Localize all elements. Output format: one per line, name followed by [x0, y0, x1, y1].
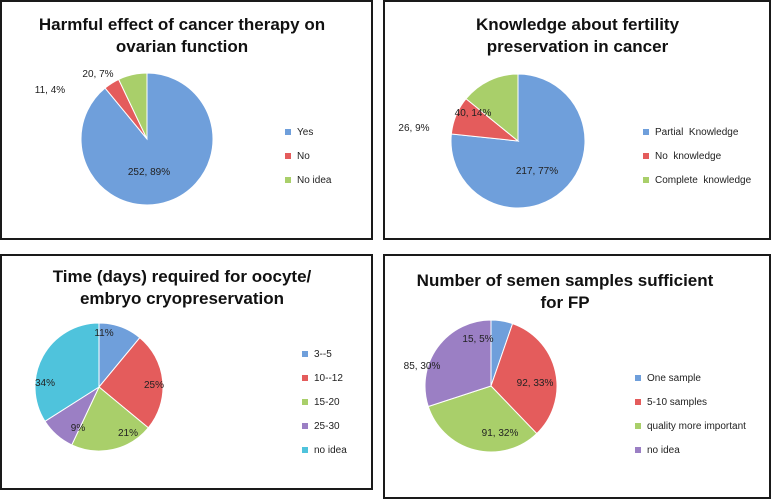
- chart-title: Time (days) required for oocyte/ embryo …: [12, 266, 352, 310]
- chart-legend: 3--5 10--12 15-20 25-30 no idea: [302, 342, 347, 462]
- data-label-no: 11, 4%: [35, 85, 65, 96]
- pie-slice-no-idea: [34, 322, 100, 422]
- legend-item-no-idea: no idea: [302, 438, 347, 462]
- legend-item-complete-knowledge: Complete knowledge: [643, 168, 751, 192]
- chart-title-line-1: Knowledge about fertility: [475, 15, 680, 34]
- legend-swatch: [635, 423, 641, 429]
- legend-label: 10--12: [314, 372, 343, 384]
- chart-legend: Partial Knowledge No knowledge Complete kn…: [643, 120, 751, 192]
- pie-slice-complete-knowledge: [465, 73, 519, 143]
- chart-title-line-2: preservation in cancer: [486, 37, 669, 56]
- data-label-partial-knowledge: 217, 77%: [516, 166, 558, 177]
- data-label-yes: 252, 89%: [128, 167, 170, 178]
- legend-item-no: No: [285, 144, 331, 168]
- legend-label: Partial Knowledge: [655, 126, 739, 138]
- pie-slice-quality-more-important: [427, 385, 538, 453]
- legend-swatch: [285, 129, 291, 135]
- legend-item-no-knowledge: No knowledge: [643, 144, 751, 168]
- pie-slice-no-idea: [424, 319, 492, 408]
- pie-chart: 252, 89% 11, 4% 20, 7%: [35, 69, 214, 206]
- legend-item-quality-more-important: quality more important: [635, 414, 746, 438]
- legend-label: no idea: [314, 444, 347, 456]
- legend-swatch: [643, 177, 649, 183]
- legend-item-no-idea: No idea: [285, 168, 331, 192]
- pie-chart: 217, 77% 26, 9% 40, 14%: [398, 73, 586, 209]
- legend-label: 15-20: [314, 396, 340, 408]
- chart-title-line-2: embryo cryopreservation: [79, 289, 285, 308]
- legend-item-3-5: 3--5: [302, 342, 347, 366]
- legend-item-yes: Yes: [285, 120, 331, 144]
- legend-swatch: [302, 423, 308, 429]
- chart-title-line-1: Harmful effect of cancer therapy on: [38, 15, 326, 34]
- legend-item-no-idea: no idea: [635, 438, 746, 462]
- legend-label: 25-30: [314, 420, 340, 432]
- legend-label: No idea: [297, 174, 332, 186]
- chart-title-line-1: Time (days) required for oocyte/: [52, 267, 312, 286]
- chart-panel-cryopreservation-time: Time (days) required for oocyte/ embryo …: [0, 254, 373, 490]
- pie-slice-10-12: [98, 336, 164, 429]
- legend-item-5-10-samples: 5-10 samples: [635, 390, 746, 414]
- legend-swatch: [285, 153, 291, 159]
- legend-label: 3--5: [314, 348, 332, 360]
- chart-legend: Yes No No idea: [285, 120, 331, 192]
- legend-swatch: [635, 447, 641, 453]
- legend-swatch: [302, 375, 308, 381]
- legend-swatch: [635, 399, 641, 405]
- chart-title-line-2: for FP: [540, 293, 590, 312]
- pie-slice-no-idea: [117, 72, 148, 140]
- legend-swatch: [285, 177, 291, 183]
- chart-panel-semen-samples: Number of semen samples sufficient for F…: [383, 254, 771, 499]
- legend-label: Yes: [297, 126, 314, 138]
- data-label-25-30: 9%: [71, 423, 86, 434]
- chart-panel-fertility-knowledge: Knowledge about fertility preservation i…: [383, 0, 771, 240]
- legend-label: 5-10 samples: [647, 396, 708, 408]
- data-label-no-knowledge: 26, 9%: [398, 123, 429, 134]
- chart-title: Harmful effect of cancer therapy on ovar…: [12, 14, 352, 58]
- data-label-10-12: 25%: [144, 380, 164, 391]
- legend-item-partial-knowledge: Partial Knowledge: [643, 120, 751, 144]
- chart-title: Number of semen samples sufficient for F…: [395, 270, 735, 314]
- legend-swatch: [302, 447, 308, 453]
- pie-slice-5-10-samples: [490, 322, 558, 435]
- legend-swatch: [635, 375, 641, 381]
- legend-item-one-sample: One sample: [635, 366, 746, 390]
- legend-label: One sample: [647, 372, 701, 384]
- pie-chart: 11% 25% 21% 9% 34%: [34, 322, 164, 452]
- data-label-3-5: 11%: [94, 328, 113, 339]
- chart-legend: One sample 5-10 samples quality more impor…: [635, 366, 746, 462]
- legend-swatch: [643, 129, 649, 135]
- data-label-one-sample: 15, 5%: [462, 334, 493, 345]
- pie-slice-partial-knowledge: [450, 73, 586, 209]
- legend-swatch: [302, 351, 308, 357]
- legend-swatch: [643, 153, 649, 159]
- pie-slice-15-20: [71, 386, 150, 452]
- data-label-complete-knowledge: 40, 14%: [455, 108, 492, 119]
- legend-swatch: [302, 399, 308, 405]
- pie-chart: 15, 5% 92, 33% 91, 32% 85, 30%: [404, 319, 558, 453]
- legend-item-25-30: 25-30: [302, 414, 347, 438]
- data-label-15-20: 21%: [118, 428, 138, 439]
- data-label-no-idea: 34%: [35, 378, 55, 389]
- legend-label: No: [297, 150, 310, 162]
- chart-title-line-2: ovarian function: [115, 37, 249, 56]
- chart-panel-ovarian-function: Harmful effect of cancer therapy on ovar…: [0, 0, 373, 240]
- data-label-no-idea: 20, 7%: [82, 69, 113, 80]
- legend-label: no idea: [647, 444, 680, 456]
- legend-label: No knowledge: [655, 150, 722, 162]
- legend-label: quality more important: [647, 420, 746, 432]
- data-label-5-10-samples: 92, 33%: [517, 378, 554, 389]
- chart-title-line-1: Number of semen samples sufficient: [416, 271, 714, 290]
- legend-item-15-20: 15-20: [302, 390, 347, 414]
- data-label-quality-more-important: 91, 32%: [482, 428, 519, 439]
- data-label-no-idea: 85, 30%: [404, 361, 441, 372]
- legend-label: Complete knowledge: [655, 174, 752, 186]
- chart-title: Knowledge about fertility preservation i…: [395, 14, 760, 58]
- legend-item-10-12: 10--12: [302, 366, 347, 390]
